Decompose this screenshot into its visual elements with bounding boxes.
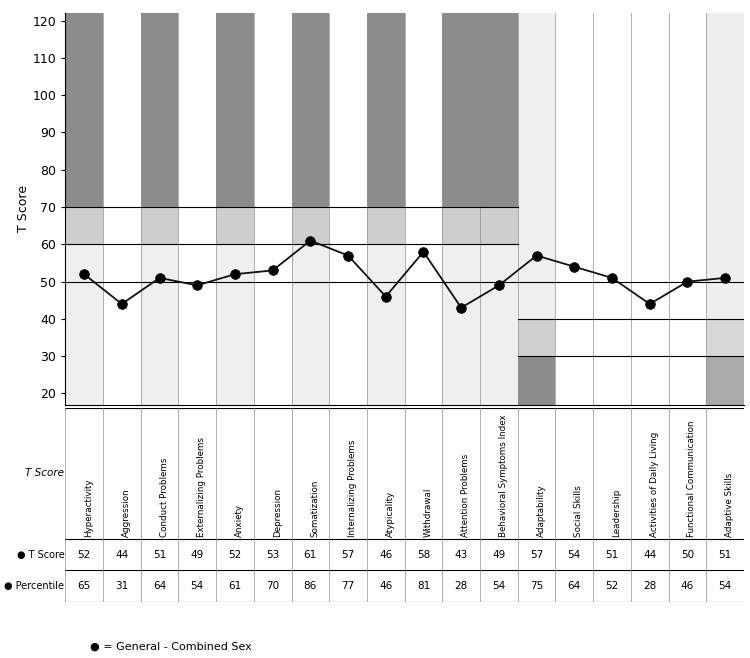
Text: ● = General - Combined Sex: ● = General - Combined Sex (90, 641, 252, 651)
Text: Depression: Depression (273, 488, 282, 537)
Text: Somatization: Somatization (310, 480, 320, 537)
Text: 28: 28 (454, 581, 468, 591)
Text: 75: 75 (530, 581, 543, 591)
Text: Withdrawal: Withdrawal (424, 488, 433, 537)
Text: 52: 52 (228, 549, 242, 559)
Text: 28: 28 (643, 581, 656, 591)
Text: Social Skills: Social Skills (574, 486, 584, 537)
Text: 86: 86 (304, 581, 317, 591)
Text: 49: 49 (492, 549, 506, 559)
Text: 64: 64 (153, 581, 166, 591)
Text: 52: 52 (77, 549, 91, 559)
Text: Attention Problems: Attention Problems (461, 454, 470, 537)
Text: Leadership: Leadership (612, 489, 621, 537)
Text: Functional Communication: Functional Communication (688, 420, 697, 537)
Text: ● Percentile: ● Percentile (4, 581, 64, 591)
Text: 65: 65 (77, 581, 91, 591)
Text: Atypicality: Atypicality (386, 491, 394, 537)
Text: Adaptive Skills: Adaptive Skills (725, 473, 734, 537)
Text: Activities of Daily Living: Activities of Daily Living (650, 432, 658, 537)
Text: 52: 52 (605, 581, 619, 591)
Y-axis label: T Score: T Score (16, 186, 29, 232)
Text: 50: 50 (681, 549, 694, 559)
Text: 77: 77 (341, 581, 355, 591)
Text: Behavioral Symptoms Index: Behavioral Symptoms Index (499, 415, 508, 537)
Text: 54: 54 (718, 581, 732, 591)
Text: 46: 46 (380, 581, 392, 591)
Text: 46: 46 (681, 581, 694, 591)
Text: 43: 43 (454, 549, 468, 559)
Text: 51: 51 (605, 549, 619, 559)
Text: 54: 54 (190, 581, 204, 591)
Text: 54: 54 (492, 581, 506, 591)
Text: 46: 46 (380, 549, 392, 559)
Text: 61: 61 (304, 549, 317, 559)
Text: 51: 51 (718, 549, 732, 559)
Text: 70: 70 (266, 581, 279, 591)
Text: Aggression: Aggression (122, 488, 130, 537)
Text: 61: 61 (228, 581, 242, 591)
Text: 53: 53 (266, 549, 279, 559)
Text: Internalizing Problems: Internalizing Problems (348, 440, 357, 537)
Text: 58: 58 (417, 549, 430, 559)
Text: 49: 49 (190, 549, 204, 559)
Text: 81: 81 (417, 581, 430, 591)
Text: Adaptability: Adaptability (536, 484, 545, 537)
Text: Hyperactivity: Hyperactivity (84, 478, 93, 537)
Text: 44: 44 (116, 549, 128, 559)
Text: Conduct Problems: Conduct Problems (160, 458, 169, 537)
Text: T Score: T Score (26, 468, 64, 478)
Text: 44: 44 (643, 549, 656, 559)
Text: Anxiety: Anxiety (235, 504, 244, 537)
Text: 57: 57 (341, 549, 355, 559)
Text: Externalizing Problems: Externalizing Problems (197, 437, 206, 537)
Text: 31: 31 (116, 581, 128, 591)
Text: 54: 54 (568, 549, 581, 559)
Text: 51: 51 (153, 549, 166, 559)
Text: 64: 64 (568, 581, 581, 591)
Text: 57: 57 (530, 549, 543, 559)
Text: ● T Score: ● T Score (16, 549, 64, 559)
